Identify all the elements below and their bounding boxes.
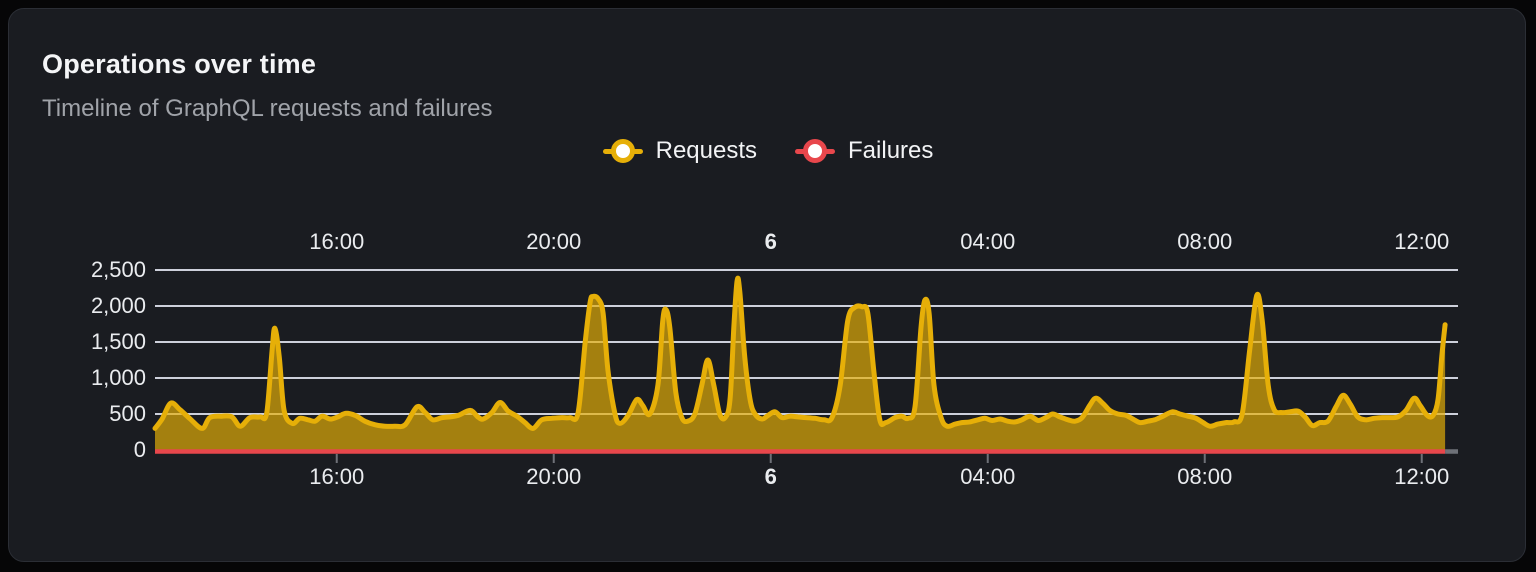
requests-line[interactable] xyxy=(152,275,1448,431)
x-axis-label-top: 20:00 xyxy=(526,229,582,254)
failures-series-icon xyxy=(795,138,836,164)
x-axis-label-top: 12:00 xyxy=(1394,229,1450,254)
y-axis-label: 1,000 xyxy=(90,365,146,390)
x-axis-label-top: 6 xyxy=(764,229,777,254)
legend-item-requests[interactable]: Requests xyxy=(602,137,758,165)
chart-title: Operations over time xyxy=(42,49,317,79)
x-axis-label-bottom: 20:00 xyxy=(526,464,582,489)
y-axis-label: 0 xyxy=(133,437,146,462)
y-axis-label: 500 xyxy=(109,401,146,426)
legend-item-failures[interactable]: Failures xyxy=(795,137,933,165)
x-axis-label-bottom: 16:00 xyxy=(309,464,365,489)
legend-label-failures: Failures xyxy=(848,137,934,164)
y-axis-label: 2,500 xyxy=(90,257,146,282)
chart-card xyxy=(8,8,1526,562)
x-axis-label-top: 08:00 xyxy=(1177,229,1233,254)
x-axis-label-bottom: 12:00 xyxy=(1394,464,1450,489)
x-axis-label-bottom: 04:00 xyxy=(960,464,1016,489)
legend: Requests Failures xyxy=(0,137,1536,165)
y-axis-label: 2,000 xyxy=(90,293,146,318)
x-axis-label-bottom: 6 xyxy=(764,464,777,489)
chart-subtitle: Timeline of GraphQL requests and failure… xyxy=(42,95,493,122)
x-axis-label-bottom: 08:00 xyxy=(1177,464,1233,489)
requests-series-icon xyxy=(602,138,643,164)
x-axis-label-top: 16:00 xyxy=(309,229,365,254)
legend-label-requests: Requests xyxy=(655,137,758,164)
x-axis-label-top: 04:00 xyxy=(960,229,1016,254)
requests-area[interactable] xyxy=(155,278,1446,451)
y-axis-label: 1,500 xyxy=(90,329,146,354)
